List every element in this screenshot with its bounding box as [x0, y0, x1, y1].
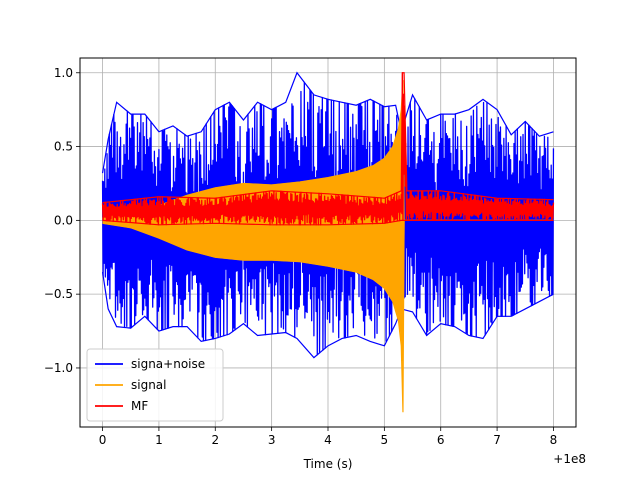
legend-box [86, 348, 224, 422]
x-tick-label: 4 [324, 433, 332, 447]
series-upper-envelope [102, 72, 554, 204]
x-tick-label: 0 [99, 433, 107, 447]
series-lower-envelope [101, 271, 554, 359]
axis-ticks: 0 1 2 3 4 5 6 7 8 1.0 0.5 0.0 −0.5 −1.0 [44, 66, 557, 447]
x-tick-label: 3 [268, 433, 276, 447]
y-tick-label: −1.0 [44, 361, 73, 375]
data-series [101, 71, 555, 413]
legend-label: signal [131, 378, 167, 392]
x-tick-label: 1 [155, 433, 163, 447]
x-tick-label: 5 [381, 433, 389, 447]
series-line [101, 72, 555, 226]
y-tick-label: −0.5 [44, 287, 73, 301]
series-lower-envelope [102, 219, 554, 413]
series-lower-envelope [102, 219, 554, 226]
y-tick-label: 0.0 [54, 213, 73, 227]
x-axis-offset-label: +1e8 [553, 452, 586, 466]
y-tick-label: 1.0 [54, 66, 73, 80]
legend-label: MF [131, 399, 148, 413]
series-upper-envelope [101, 71, 554, 174]
legend[interactable]: signa+noise signal MF [86, 348, 224, 422]
y-tick-label: 0.5 [54, 140, 73, 154]
x-tick-label: 7 [493, 433, 501, 447]
legend-label: signa+noise [131, 357, 205, 371]
x-tick-label: 2 [211, 433, 219, 447]
x-axis-label: Time (s) [303, 457, 353, 471]
series-mf [101, 72, 555, 226]
x-tick-label: 6 [437, 433, 445, 447]
x-tick-label: 8 [550, 433, 558, 447]
